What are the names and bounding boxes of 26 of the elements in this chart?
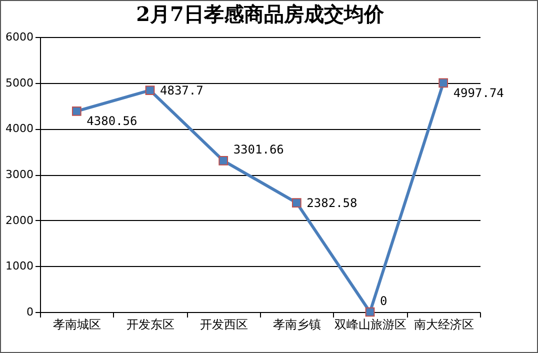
point <box>292 198 302 208</box>
y-tick-label: 0 <box>26 306 34 318</box>
y-tick-label: 2000 <box>6 214 34 227</box>
x-tick-label: 开发西区 <box>200 318 248 332</box>
x-tick-label: 孝南城区 <box>53 318 102 332</box>
data-label: 4997.74 <box>453 86 504 100</box>
x-tick-label: 孝南乡镇 <box>273 318 322 332</box>
y-tick-label: 3000 <box>6 168 34 181</box>
data-label: 4380.56 <box>86 114 138 128</box>
y-tick-label: 6000 <box>6 30 34 44</box>
point <box>438 78 448 88</box>
point <box>145 86 155 95</box>
y-tick-label: 4000 <box>6 122 34 136</box>
x-tick-label: 南大经济区 <box>414 318 474 332</box>
y-tick-label: 1000 <box>6 260 34 273</box>
point <box>72 106 82 116</box>
chart-title: 2月7日孝感商品房成交均价 <box>136 2 385 26</box>
data-label: 4837.7 <box>160 83 204 98</box>
point <box>218 156 228 166</box>
point <box>365 307 375 317</box>
data-label: 2382.58 <box>306 196 358 210</box>
x-tick-label: 开发东区 <box>126 318 174 332</box>
data-label: 3301.66 <box>233 142 284 157</box>
data-label: 0 <box>380 294 388 308</box>
y-tick-label: 5000 <box>6 76 34 90</box>
x-tick-label: 双峰山旅游区 <box>334 318 406 332</box>
